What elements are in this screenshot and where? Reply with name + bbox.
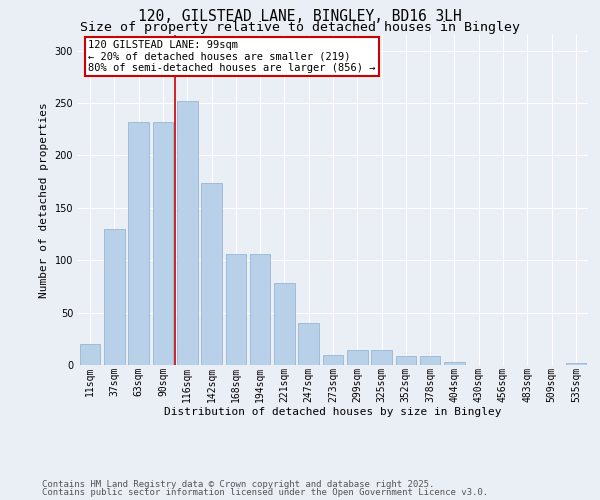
Bar (226, 254, 246, 365)
Y-axis label: Number of detached properties: Number of detached properties (39, 102, 49, 298)
Bar (566, 363, 586, 365)
Bar (323, 354, 343, 365)
Bar (274, 284, 295, 365)
Text: Contains HM Land Registry data © Crown copyright and database right 2025.: Contains HM Land Registry data © Crown c… (42, 480, 434, 489)
Text: Contains public sector information licensed under the Open Government Licence v3: Contains public sector information licen… (42, 488, 488, 497)
Text: 120, GILSTEAD LANE, BINGLEY, BD16 3LH: 120, GILSTEAD LANE, BINGLEY, BD16 3LH (138, 9, 462, 24)
Bar (152, 122, 173, 365)
Bar (80, 344, 100, 365)
Bar (128, 122, 149, 365)
Bar (104, 229, 125, 365)
Bar (395, 356, 416, 365)
Bar (371, 350, 392, 365)
Bar (298, 323, 319, 365)
Bar (420, 356, 440, 365)
Bar (201, 182, 222, 365)
Bar (177, 101, 197, 365)
Bar (250, 254, 271, 365)
Bar (347, 350, 368, 365)
Text: Size of property relative to detached houses in Bingley: Size of property relative to detached ho… (80, 21, 520, 34)
Text: 120 GILSTEAD LANE: 99sqm
← 20% of detached houses are smaller (219)
80% of semi-: 120 GILSTEAD LANE: 99sqm ← 20% of detach… (88, 40, 376, 73)
Bar (444, 362, 465, 365)
X-axis label: Distribution of detached houses by size in Bingley: Distribution of detached houses by size … (164, 407, 502, 417)
